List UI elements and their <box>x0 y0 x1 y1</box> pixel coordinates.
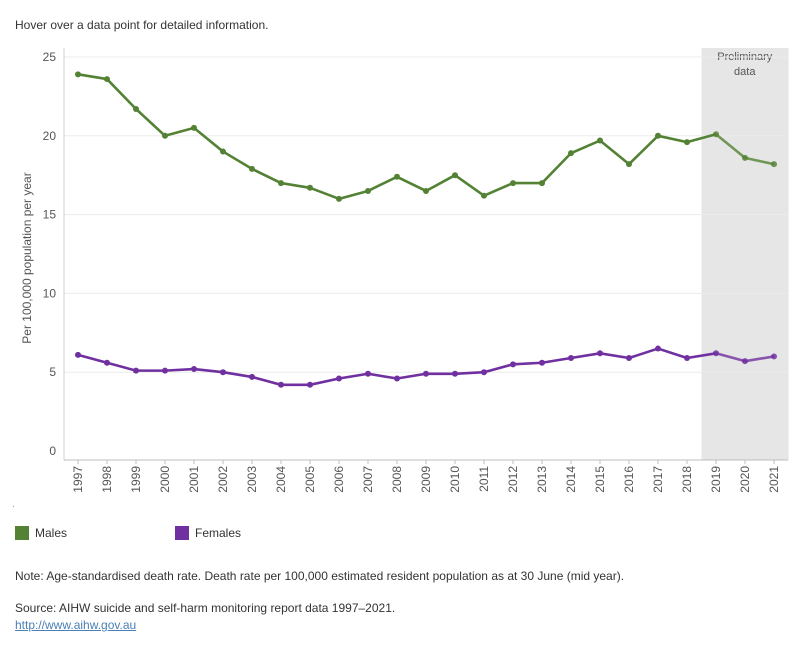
data-point-females[interactable]: Females 2018: 5.9 <box>684 355 690 362</box>
data-point-females[interactable]: Females 2013: 5.6 <box>539 359 545 366</box>
data-point-males[interactable]: Males 2019: 20.1 <box>713 131 719 138</box>
x-tick-label: 2005 <box>303 466 317 493</box>
data-point-females[interactable]: Females 2015: 6.2 <box>597 350 603 357</box>
chart-source: Source: AIHW suicide and self-harm monit… <box>15 601 396 615</box>
y-tick-label: 20 <box>43 129 57 143</box>
data-point-males[interactable]: Males 2001: 20.5 <box>191 124 197 131</box>
separator-dot: . <box>12 499 15 510</box>
data-point-males[interactable]: Males 2021: 18.2 <box>771 161 777 168</box>
data-point-males[interactable]: Males 2008: 17.4 <box>394 173 400 180</box>
data-point-males[interactable]: Males 1999: 21.7 <box>133 106 139 113</box>
chart-note: Note: Age-standardised death rate. Death… <box>15 569 625 583</box>
x-tick-label: 2019 <box>709 466 723 493</box>
x-tick-label: 2016 <box>622 466 636 493</box>
x-tick-label: 2004 <box>274 466 288 493</box>
data-point-females[interactable]: Females 2008: 4.6 <box>394 375 400 382</box>
legend-item-females[interactable]: Females <box>175 526 241 540</box>
data-point-females[interactable]: Females 2011: 5 <box>481 369 487 376</box>
x-tick-label: 2021 <box>767 466 781 493</box>
data-point-females[interactable]: Females 2012: 5.5 <box>510 361 516 368</box>
chart-instruction: Hover over a data point for detailed inf… <box>15 18 269 32</box>
data-point-females[interactable]: Females 2004: 4.2 <box>278 381 284 388</box>
x-tick-label: 2020 <box>738 466 752 493</box>
x-tick-label: 2017 <box>651 466 665 493</box>
data-point-females[interactable]: Females 2019: 6.2 <box>713 350 719 357</box>
data-point-males[interactable]: Males 2014: 18.9 <box>568 150 574 157</box>
data-point-males[interactable]: Males 2013: 17 <box>539 180 545 187</box>
y-tick-label: 25 <box>43 50 57 64</box>
legend-swatch-females <box>175 526 189 540</box>
x-tick-label: 2000 <box>158 466 172 493</box>
data-point-males[interactable]: Males 2010: 17.5 <box>452 172 458 179</box>
preliminary-shading <box>701 48 788 460</box>
data-point-females[interactable]: Females 2009: 4.9 <box>423 370 429 377</box>
x-tick-label: 2015 <box>593 466 607 493</box>
y-tick-label: 0 <box>49 444 56 458</box>
x-tick-label: 1999 <box>129 466 143 493</box>
source-link[interactable]: http://www.aihw.gov.au <box>15 618 137 632</box>
x-tick-label: 2013 <box>535 466 549 493</box>
data-point-females[interactable]: Females 2016: 5.9 <box>626 355 632 362</box>
chart-legend: Males Females <box>15 526 415 546</box>
data-point-males[interactable]: Males 2012: 17 <box>510 180 516 187</box>
x-tick-label: 2001 <box>187 466 201 493</box>
x-tick-label: 2002 <box>216 466 230 493</box>
data-point-females[interactable]: Females 2021: 6 <box>771 353 777 360</box>
data-point-females[interactable]: Females 2017: 6.5 <box>655 345 661 352</box>
x-tick-label: 2003 <box>245 466 259 493</box>
x-tick-label: 2012 <box>506 466 520 493</box>
legend-item-males[interactable]: Males <box>15 526 67 540</box>
data-point-females[interactable]: Females 2020: 5.7 <box>742 358 748 365</box>
data-point-males[interactable]: Males 2011: 16.2 <box>481 192 487 199</box>
legend-label-females: Females <box>195 526 242 540</box>
x-tick-label: 2006 <box>332 466 346 493</box>
preliminary-label-2: data <box>734 66 756 78</box>
x-tick-label: 2011 <box>477 466 491 492</box>
data-point-males[interactable]: Males 2009: 16.5 <box>423 187 429 194</box>
data-point-females[interactable]: Females 2010: 4.9 <box>452 370 458 377</box>
data-point-females[interactable]: Females 2003: 4.7 <box>249 373 255 380</box>
data-point-males[interactable]: Males 1997: 23.9 <box>75 71 81 78</box>
data-point-females[interactable]: Females 2005: 4.2 <box>307 381 313 388</box>
data-point-males[interactable]: Males 2003: 17.9 <box>249 165 255 172</box>
data-point-males[interactable]: Males 2005: 16.7 <box>307 184 313 191</box>
data-point-males[interactable]: Males 2015: 19.7 <box>597 137 603 144</box>
data-point-females[interactable]: Females 2007: 4.9 <box>365 370 371 377</box>
y-axis-label: Per 100,000 population per year <box>20 172 34 343</box>
x-tick-label: 2018 <box>680 466 694 493</box>
x-tick-label: 2008 <box>390 466 404 493</box>
legend-label-males: Males <box>35 526 68 540</box>
x-tick-label: 2014 <box>564 466 578 493</box>
data-point-females[interactable]: Females 1999: 5.1 <box>133 367 139 374</box>
data-point-females[interactable]: Females 1998: 5.6 <box>104 359 110 366</box>
data-point-males[interactable]: Males 2004: 17 <box>278 180 284 187</box>
data-point-females[interactable]: Females 1997: 6.1 <box>75 351 81 358</box>
data-point-males[interactable]: Males 1998: 23.6 <box>104 76 110 83</box>
x-tick-label: 2010 <box>448 466 462 493</box>
data-point-males[interactable]: Males 2007: 16.5 <box>365 187 371 194</box>
x-tick-label: 2007 <box>361 466 375 493</box>
data-point-males[interactable]: Males 2018: 19.6 <box>684 139 690 146</box>
data-point-males[interactable]: Males 2000: 20 <box>162 132 168 139</box>
y-tick-label: 15 <box>43 208 57 222</box>
x-tick-label: 1997 <box>71 466 85 493</box>
data-point-females[interactable]: Females 2002: 5 <box>220 369 226 376</box>
x-tick-label: 2009 <box>419 466 433 493</box>
y-tick-label: 10 <box>43 286 57 300</box>
data-point-males[interactable]: Males 2006: 16 <box>336 195 342 202</box>
data-point-males[interactable]: Males 2017: 20 <box>655 132 661 139</box>
series-line-males <box>77 73 717 201</box>
data-point-males[interactable]: Males 2020: 18.6 <box>742 154 748 161</box>
data-point-males[interactable]: Males 2002: 19 <box>220 148 226 155</box>
data-point-males[interactable]: Males 2016: 18.2 <box>626 161 632 168</box>
x-tick-label: 1998 <box>100 466 114 493</box>
y-tick-label: 5 <box>49 365 56 379</box>
data-point-females[interactable]: Females 2014: 5.9 <box>568 355 574 362</box>
legend-swatch-males <box>15 526 29 540</box>
data-point-females[interactable]: Females 2006: 4.6 <box>336 375 342 382</box>
data-point-females[interactable]: Females 2001: 5.2 <box>191 366 197 373</box>
data-point-females[interactable]: Females 2000: 5.1 <box>162 367 168 374</box>
